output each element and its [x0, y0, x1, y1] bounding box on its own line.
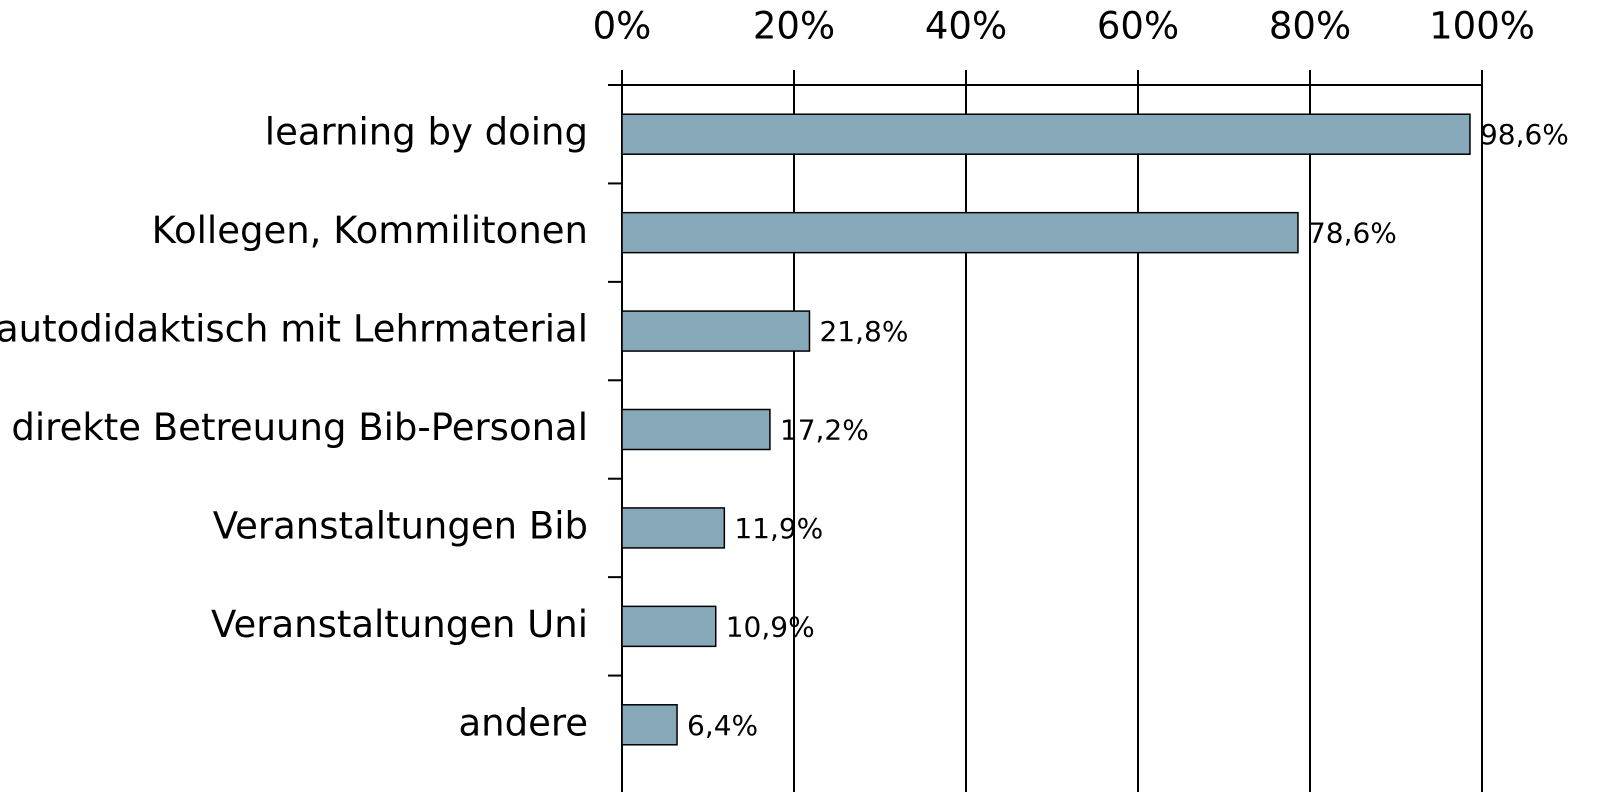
y-tick-label: Kollegen, Kommilitonen: [152, 209, 588, 252]
bar: [621, 408, 771, 451]
y-tick-label: Veranstaltungen Bib: [213, 504, 588, 547]
y-tick-label: andere: [458, 701, 588, 744]
value-label: 78,6%: [1308, 217, 1397, 250]
x-tick-label: 60%: [1097, 5, 1179, 48]
x-tick-label: 80%: [1269, 5, 1351, 48]
y-tick-label: Veranstaltungen Uni: [211, 603, 588, 646]
value-label: 98,6%: [1480, 118, 1569, 151]
value-label: 21,8%: [819, 315, 908, 348]
x-tick-label: 0%: [593, 5, 652, 48]
bar: [621, 507, 726, 549]
y-tick-label: autodidaktisch mit Lehrmaterial: [0, 308, 588, 351]
bar: [621, 113, 1471, 155]
bar: [621, 310, 811, 352]
y-tick-label: learning by doing: [265, 111, 588, 154]
y-tick-label: direkte Betreuung Bib-Personal: [11, 406, 588, 449]
bar: [621, 704, 678, 746]
x-tick-label: 20%: [753, 5, 835, 48]
x-tick-label: 100%: [1429, 5, 1535, 48]
bar: [621, 605, 717, 648]
value-label: 11,9%: [734, 512, 823, 545]
value-label: 10,9%: [726, 610, 815, 643]
bar: [621, 211, 1299, 254]
value-label: 17,2%: [780, 414, 869, 447]
value-label: 6,4%: [687, 709, 758, 742]
x-tick-label: 40%: [925, 5, 1007, 48]
